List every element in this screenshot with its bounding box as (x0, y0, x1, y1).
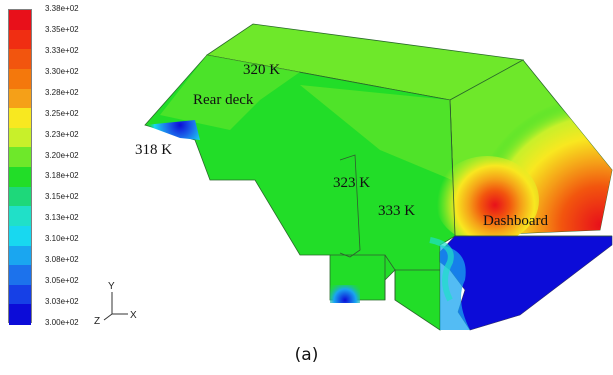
legend-tick-label: 3.08e+02 (45, 255, 79, 265)
legend-tick-label: 3.20e+02 (45, 150, 79, 160)
legend-color-segment (9, 265, 31, 286)
floor-cold-zone (439, 235, 613, 331)
legend-color-segment (9, 167, 31, 188)
legend-tick-label: 3.15e+02 (45, 192, 79, 202)
legend-tick-label: 3.25e+02 (45, 108, 79, 118)
legend-tick-label: 3.28e+02 (45, 87, 79, 97)
legend-color-segment (9, 225, 31, 246)
legend-color-segment (9, 186, 31, 207)
legend-tick-label: 3.38e+02 (45, 4, 79, 13)
legend-color-segment (9, 68, 31, 89)
legend-tick-label: 3.13e+02 (45, 213, 79, 223)
legend-tick-label: 3.30e+02 (45, 66, 79, 76)
legend-tick-label: 3.00e+02 (45, 318, 79, 327)
legend-tick-label: 3.18e+02 (45, 171, 79, 181)
legend-tick-label: 3.10e+02 (45, 234, 79, 244)
rear-cold-corner (145, 120, 200, 140)
legend-tick-label: 3.05e+02 (45, 276, 79, 286)
rear-deck-band (160, 55, 300, 130)
footwell-cold-zone (330, 285, 360, 303)
legend-color-segment (9, 245, 31, 266)
axis-y-label: Y (108, 281, 115, 292)
legend-color-segment (9, 108, 31, 129)
legend-tick-label: 3.33e+02 (45, 45, 79, 55)
legend-tick-label: 3.03e+02 (45, 297, 79, 307)
legend-color-segment (9, 49, 31, 70)
legend-color-segment (9, 147, 31, 168)
legend-color-segment (9, 284, 31, 305)
axis-triad: Y X Z (94, 281, 137, 327)
label-320k: 320 K (243, 62, 280, 78)
legend-tick-label: 3.35e+02 (45, 24, 79, 34)
legend-color-segment (9, 10, 31, 31)
dashboard-hot-bowl (435, 156, 539, 244)
color-legend-bar (8, 9, 32, 325)
legend-color-segment (9, 304, 31, 325)
legend-color-segment (9, 127, 31, 148)
axis-x-label: X (130, 310, 137, 321)
label-318k: 318 K (135, 142, 172, 158)
side-light-band (300, 85, 452, 180)
label-dashboard: Dashboard (483, 213, 548, 229)
legend-color-segment (9, 88, 31, 109)
axis-z-label: Z (94, 316, 100, 327)
legend-color-segment (9, 29, 31, 50)
label-333k: 333 K (378, 203, 415, 219)
floor-cyan-band (429, 237, 454, 302)
figure-caption: (a) (294, 345, 319, 365)
cabin-edges (330, 99, 612, 300)
label-323k: 323 K (333, 175, 370, 191)
legend-color-segment (9, 206, 31, 227)
legend-tick-label: 3.23e+02 (45, 129, 79, 139)
label-rear-deck: Rear deck (193, 92, 254, 108)
